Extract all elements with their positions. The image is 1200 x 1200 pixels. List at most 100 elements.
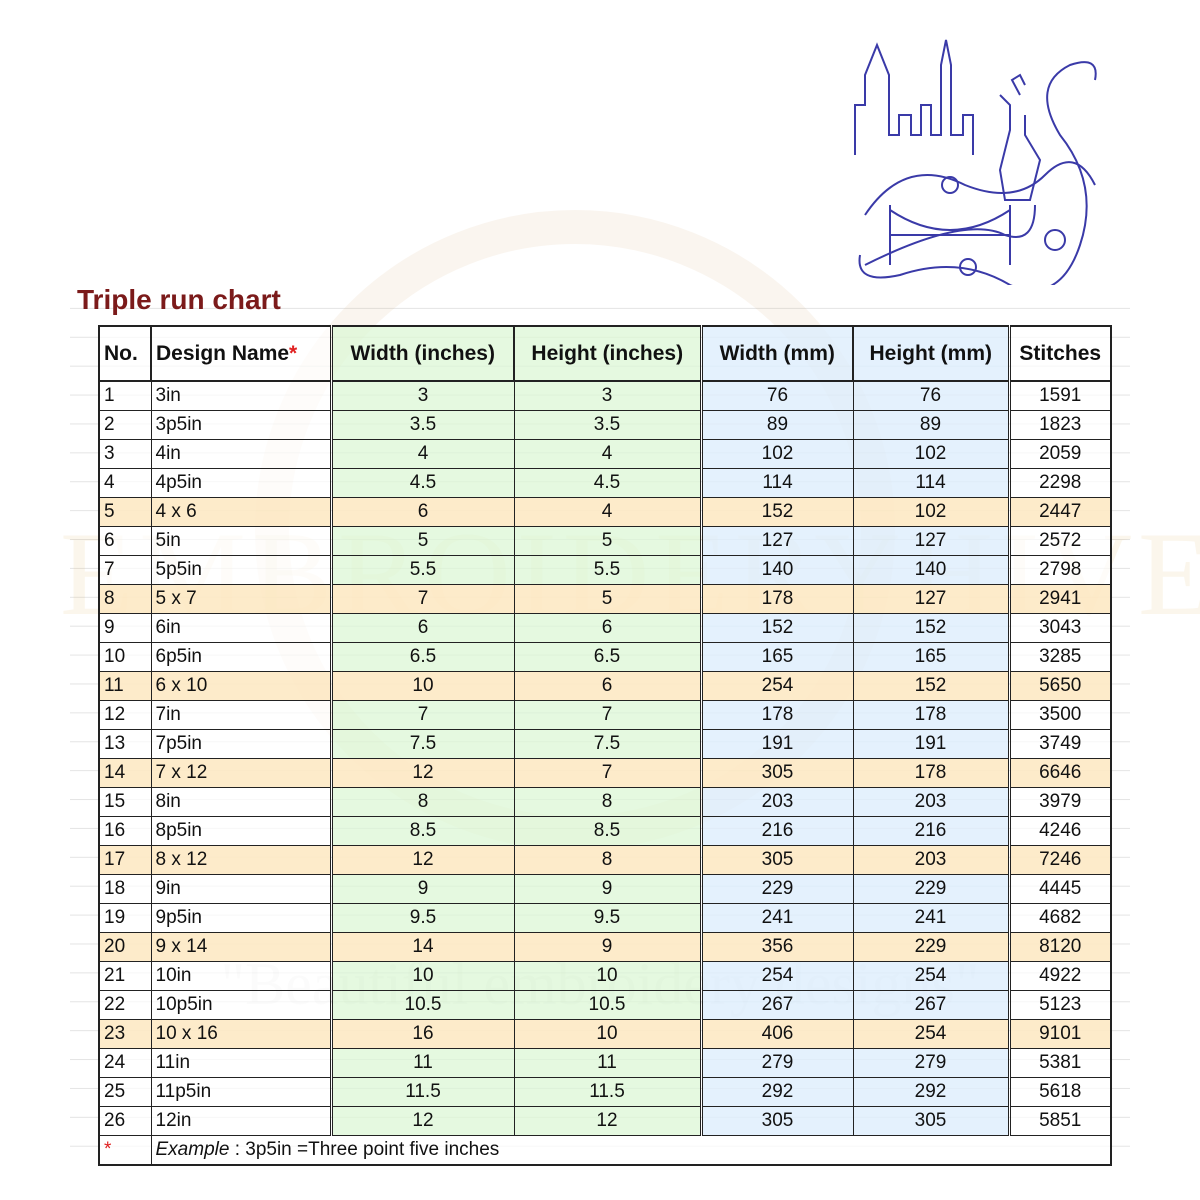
cell-w-mm: 267	[699, 990, 854, 1020]
footnote-body: : 3p5in =Three point five inches	[229, 1139, 500, 1160]
table-row: 16 8p5in 8.5 8.5 216 216 4246	[98, 816, 1112, 846]
cell-name: 10 x 16	[150, 1019, 332, 1049]
cell-name: 8p5in	[150, 816, 332, 846]
table-row: 12 7in 7 7 178 178 3500	[98, 700, 1112, 730]
cell-h-mm: 89	[852, 410, 1010, 440]
cell-w-in: 11	[329, 1048, 515, 1078]
cell-h-mm: 127	[852, 526, 1010, 556]
header-stitches: Stitches	[1007, 325, 1112, 382]
cell-w-mm: 178	[699, 700, 854, 730]
cell-stitches: 4922	[1007, 961, 1112, 991]
cell-no: 9	[98, 613, 152, 643]
table-row: 19 9p5in 9.5 9.5 241 241 4682	[98, 903, 1112, 933]
cell-no: 1	[98, 380, 152, 411]
cell-w-mm: 254	[699, 671, 854, 701]
cell-stitches: 3979	[1007, 787, 1112, 817]
cell-no: 16	[98, 816, 152, 846]
cell-h-in: 7	[513, 700, 702, 730]
cell-stitches: 6646	[1007, 758, 1112, 788]
cell-name: 11p5in	[150, 1077, 332, 1107]
table-row: 10 6p5in 6.5 6.5 165 165 3285	[98, 642, 1112, 672]
cell-h-in: 8	[513, 787, 702, 817]
table-row: 6 5in 5 5 127 127 2572	[98, 526, 1112, 556]
cell-stitches: 5618	[1007, 1077, 1112, 1107]
cell-h-in: 6	[513, 671, 702, 701]
header-no: No.	[98, 325, 152, 382]
cell-h-in: 4	[513, 439, 702, 469]
cell-w-mm: 178	[699, 584, 854, 614]
cell-no: 26	[98, 1106, 152, 1136]
cell-w-in: 10	[329, 671, 515, 701]
cell-stitches: 2298	[1007, 468, 1112, 498]
table-row: 23 10 x 16 16 10 406 254 9101	[98, 1019, 1112, 1049]
cell-name: 9 x 14	[150, 932, 332, 962]
table-row: 22 10p5in 10.5 10.5 267 267 5123	[98, 990, 1112, 1020]
cell-w-mm: 292	[699, 1077, 854, 1107]
cell-h-mm: 305	[852, 1106, 1010, 1136]
asterisk-marker: *	[289, 341, 298, 365]
cell-w-in: 12	[329, 845, 515, 875]
cell-h-mm: 114	[852, 468, 1010, 498]
cell-no: 7	[98, 555, 152, 585]
cell-h-mm: 102	[852, 497, 1010, 527]
cell-name: 7p5in	[150, 729, 332, 759]
cell-w-in: 4	[329, 439, 515, 469]
cell-name: 11in	[150, 1048, 332, 1078]
cell-w-mm: 203	[699, 787, 854, 817]
cell-w-mm: 305	[699, 758, 854, 788]
cell-h-in: 8.5	[513, 816, 702, 846]
cell-stitches: 9101	[1007, 1019, 1112, 1049]
cell-h-in: 7.5	[513, 729, 702, 759]
table-row: 11 6 x 10 10 6 254 152 5650	[98, 671, 1112, 701]
cell-w-in: 12	[329, 758, 515, 788]
cell-name: 10in	[150, 961, 332, 991]
cell-w-in: 9.5	[329, 903, 515, 933]
cell-stitches: 3500	[1007, 700, 1112, 730]
cell-w-in: 10	[329, 961, 515, 991]
cell-name: 9in	[150, 874, 332, 904]
cell-w-in: 6	[329, 613, 515, 643]
cell-name: 5p5in	[150, 555, 332, 585]
cell-stitches: 8120	[1007, 932, 1112, 962]
header-width-inches: Width (inches)	[329, 325, 515, 382]
cell-stitches: 1823	[1007, 410, 1112, 440]
triple-run-size-table: No. Design Name* Width (inches) Height (…	[98, 325, 1112, 1166]
cell-stitches: 2447	[1007, 497, 1112, 527]
table-row: 26 12in 12 12 305 305 5851	[98, 1106, 1112, 1136]
cell-stitches: 2059	[1007, 439, 1112, 469]
table-row: 25 11p5in 11.5 11.5 292 292 5618	[98, 1077, 1112, 1107]
table-row: 3 4in 4 4 102 102 2059	[98, 439, 1112, 469]
cell-h-mm: 76	[852, 380, 1010, 411]
cell-no: 6	[98, 526, 152, 556]
cell-h-mm: 229	[852, 932, 1010, 962]
cell-h-mm: 140	[852, 555, 1010, 585]
table-row: 7 5p5in 5.5 5.5 140 140 2798	[98, 555, 1112, 585]
cell-no: 12	[98, 700, 152, 730]
cell-h-in: 5	[513, 584, 702, 614]
cell-name: 9p5in	[150, 903, 332, 933]
cell-w-mm: 165	[699, 642, 854, 672]
cell-name: 8in	[150, 787, 332, 817]
header-design-name: Design Name*	[150, 325, 332, 382]
cell-h-in: 6	[513, 613, 702, 643]
cell-h-in: 9	[513, 932, 702, 962]
cell-w-mm: 102	[699, 439, 854, 469]
cell-h-in: 5	[513, 526, 702, 556]
cell-no: 10	[98, 642, 152, 672]
cell-no: 15	[98, 787, 152, 817]
cell-name: 6 x 10	[150, 671, 332, 701]
cell-w-mm: 152	[699, 497, 854, 527]
cell-h-mm: 267	[852, 990, 1010, 1020]
table-row: 14 7 x 12 12 7 305 178 6646	[98, 758, 1112, 788]
cell-h-in: 10.5	[513, 990, 702, 1020]
cell-name: 12in	[150, 1106, 332, 1136]
cell-w-in: 10.5	[329, 990, 515, 1020]
cell-h-in: 8	[513, 845, 702, 875]
cell-w-mm: 241	[699, 903, 854, 933]
cell-stitches: 1591	[1007, 380, 1112, 411]
cell-h-in: 4	[513, 497, 702, 527]
cell-w-mm: 191	[699, 729, 854, 759]
cell-w-mm: 76	[699, 380, 854, 411]
cell-w-mm: 140	[699, 555, 854, 585]
